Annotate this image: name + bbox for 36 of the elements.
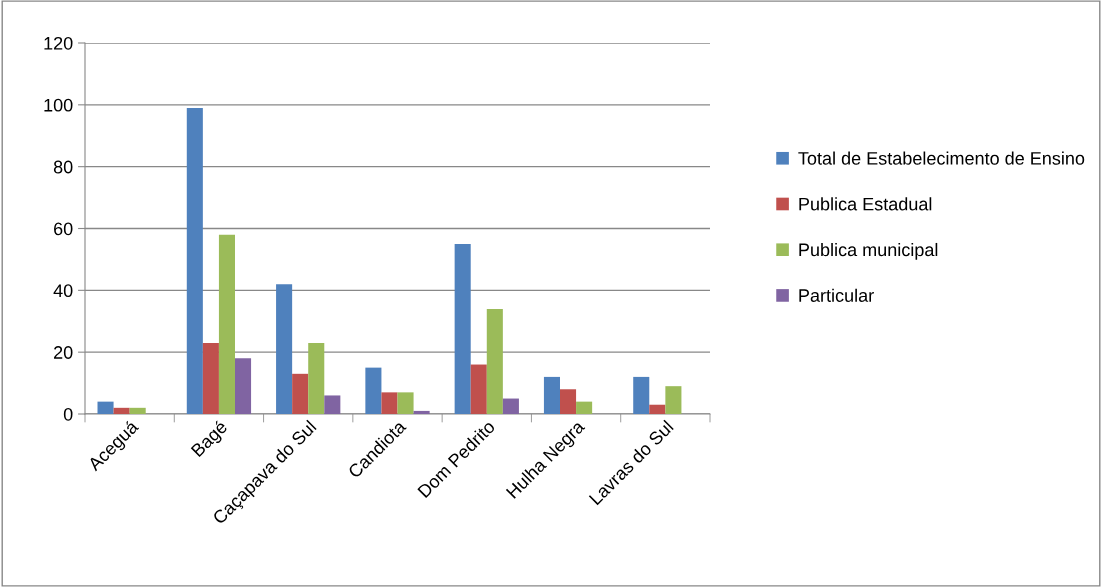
bar xyxy=(381,392,398,414)
legend-label: Publica municipal xyxy=(799,242,938,260)
bar xyxy=(470,364,487,414)
bar xyxy=(665,386,682,414)
bar xyxy=(113,407,130,414)
bar xyxy=(502,398,519,414)
bar xyxy=(324,395,341,414)
bar xyxy=(576,401,593,414)
y-tick-label: 0 xyxy=(63,407,73,421)
bar xyxy=(202,342,219,414)
bar xyxy=(543,376,560,414)
legend-label: Publica Estadual xyxy=(799,197,932,211)
y-tick-label: 60 xyxy=(54,222,73,236)
bar xyxy=(308,342,325,414)
bar xyxy=(633,376,650,414)
y-tick-label: 100 xyxy=(44,98,73,112)
y-tick-label: 80 xyxy=(53,160,73,174)
bar xyxy=(276,284,293,414)
y-tick-label: 40 xyxy=(53,284,73,298)
bar xyxy=(235,358,252,414)
bar xyxy=(560,389,577,414)
bar xyxy=(486,308,503,414)
legend-label: Total de Estabelecimento de Ensino xyxy=(798,151,1085,165)
bar xyxy=(186,107,203,414)
bar xyxy=(292,373,309,414)
bar xyxy=(218,234,235,414)
y-tick-label: 120 xyxy=(44,36,73,50)
bar xyxy=(97,401,114,414)
bar xyxy=(129,407,146,414)
legend-label: Particular xyxy=(799,288,874,302)
bar xyxy=(413,410,430,414)
bar xyxy=(365,367,382,414)
y-tick-label: 20 xyxy=(54,346,73,359)
bar xyxy=(454,243,471,414)
bar xyxy=(397,392,414,414)
bar xyxy=(649,404,666,414)
